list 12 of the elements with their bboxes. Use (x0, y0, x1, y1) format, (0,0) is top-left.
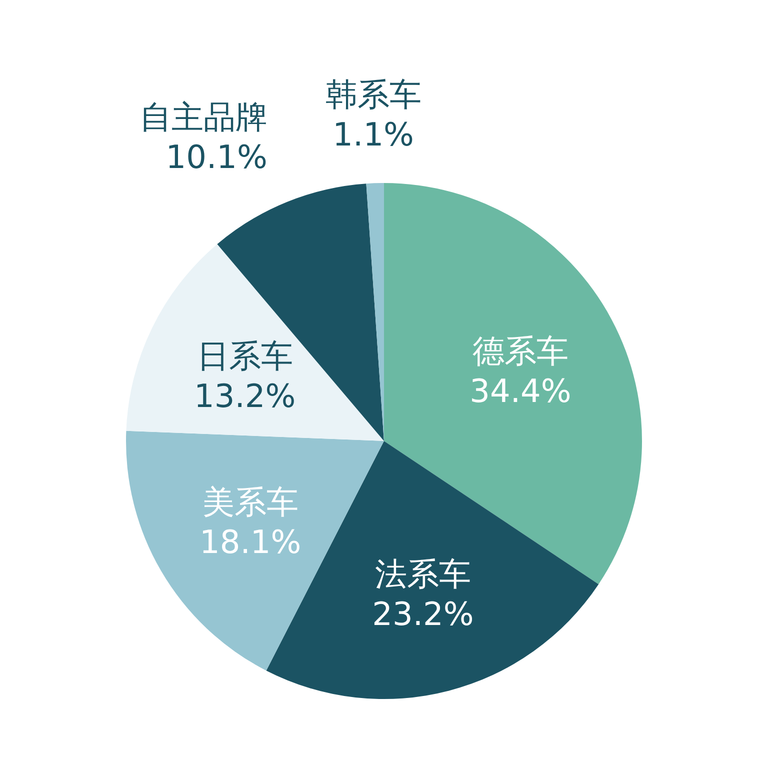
data-label: 34.4% (470, 372, 572, 410)
slice-label: 自主品牌 (139, 98, 268, 136)
data-label: 18.1% (200, 523, 302, 562)
data-label: 13.2% (194, 377, 296, 416)
slice-label: 法系车 (374, 554, 471, 593)
data-label: 23.2% (372, 594, 474, 633)
slice-label: 美系车 (202, 483, 298, 522)
slice-label: 德系车 (472, 332, 568, 370)
slice-label: 日系车 (196, 337, 293, 376)
data-label: 10.1% (166, 138, 268, 176)
slice-label: 韩系车 (325, 76, 422, 114)
data-label: 1.1% (332, 116, 414, 154)
